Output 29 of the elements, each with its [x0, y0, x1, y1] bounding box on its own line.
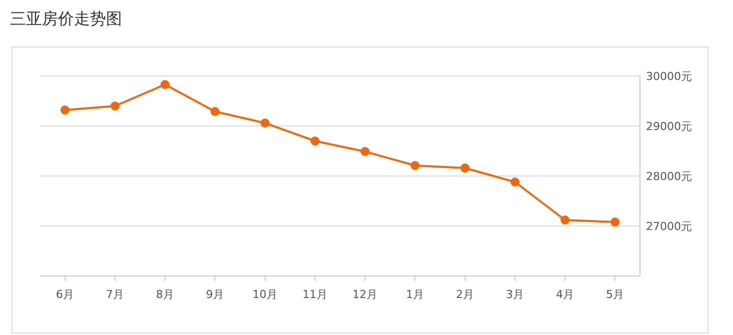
point — [310, 136, 320, 146]
x-tick-label: 5月 — [606, 288, 624, 301]
point — [360, 147, 370, 156]
point — [60, 106, 70, 114]
point — [610, 218, 620, 226]
point — [560, 216, 570, 224]
x-tick-label: 7月 — [106, 288, 124, 301]
x-tick-label: 11月 — [302, 288, 328, 301]
x-tick-label: 9月 — [206, 288, 224, 301]
x-tick-label: 12月 — [352, 288, 378, 301]
y-tick-label: 30000元 — [646, 70, 692, 83]
point — [210, 107, 220, 116]
x-tick-label: 1月 — [406, 288, 424, 301]
point — [510, 178, 520, 186]
x-tick-label: 6月 — [56, 288, 74, 301]
point — [410, 161, 420, 170]
x-tick-label: 10月 — [252, 288, 278, 301]
x-tick-label: 8月 — [156, 288, 174, 301]
y-tick-label: 29000元 — [646, 120, 692, 133]
chart-title: 三亚房价走势图 — [10, 9, 122, 28]
x-tick-label: 2月 — [456, 288, 474, 301]
y-tick-label: 27000元 — [646, 220, 692, 233]
point — [460, 164, 470, 172]
y-tick-label: 28000元 — [646, 170, 692, 183]
point — [110, 102, 120, 110]
point — [160, 80, 170, 89]
point — [260, 118, 270, 128]
x-tick-label: 4月 — [556, 288, 574, 301]
x-tick-label: 3月 — [506, 288, 524, 301]
